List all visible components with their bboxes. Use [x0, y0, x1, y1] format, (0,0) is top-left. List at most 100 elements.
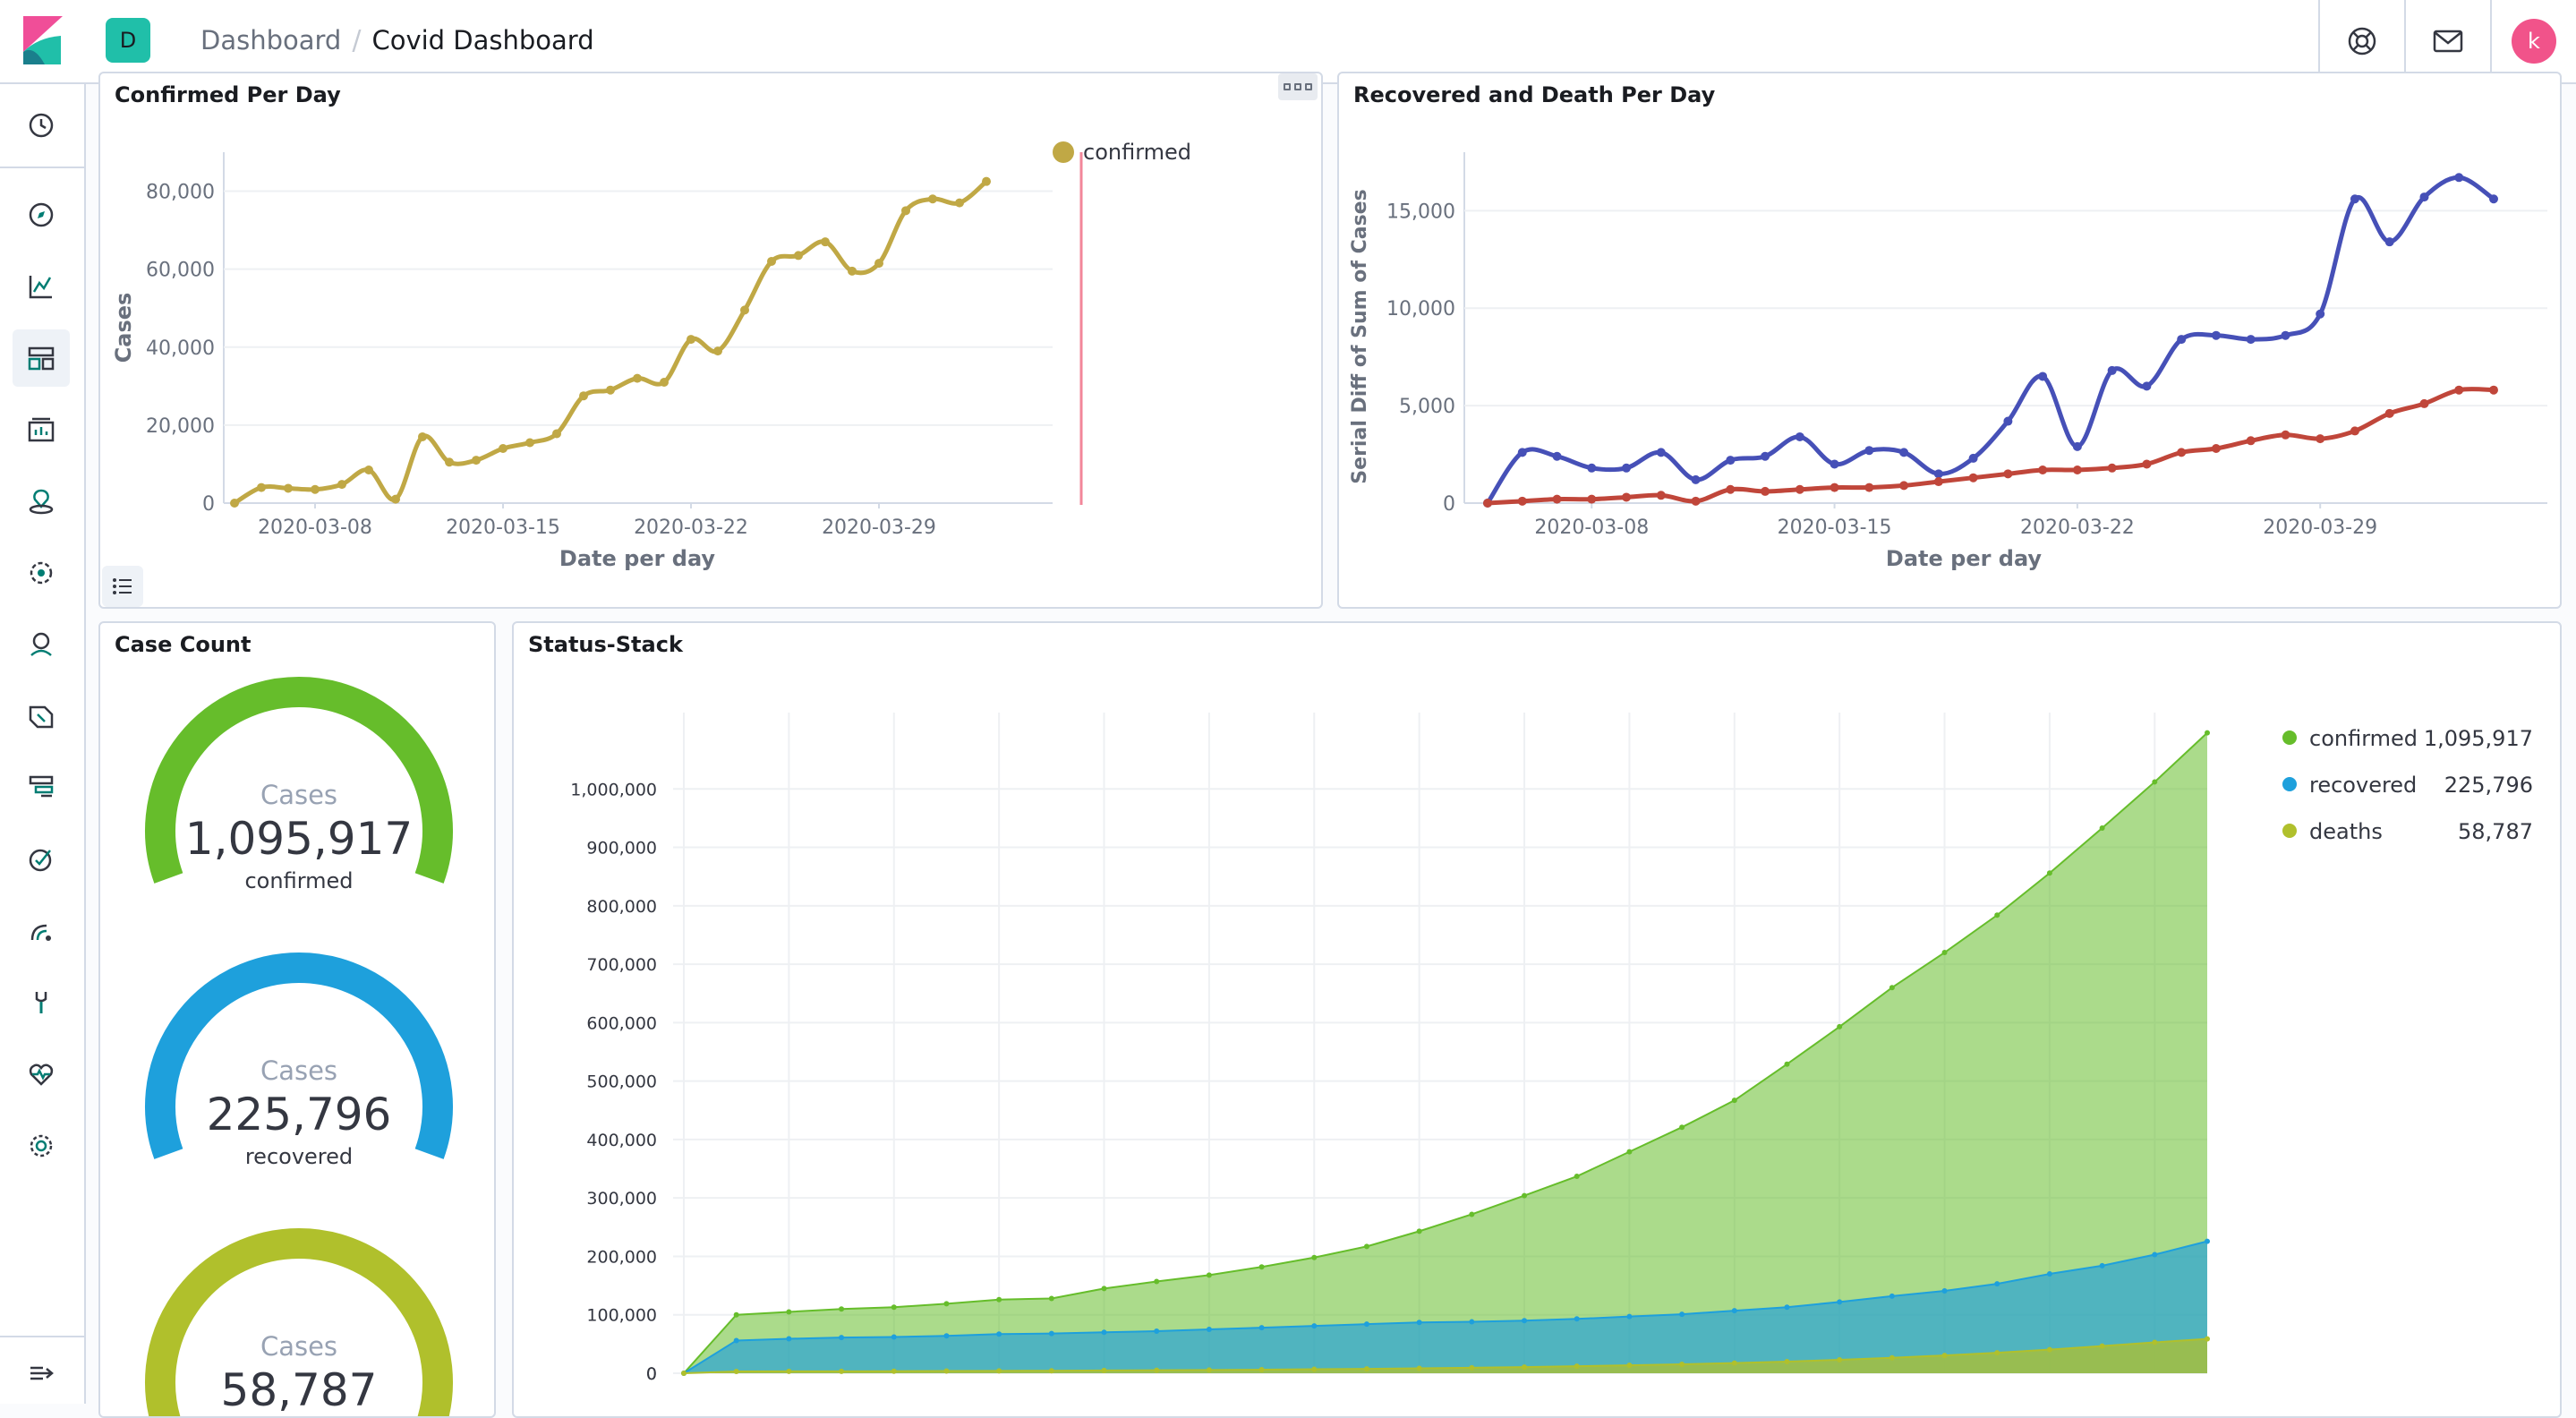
data-point — [1483, 499, 1492, 508]
y-tick-label: 0 — [646, 1364, 657, 1384]
visualize-chart-icon[interactable] — [13, 258, 70, 315]
data-point — [1679, 1311, 1685, 1318]
dev-tools-icon[interactable] — [13, 974, 70, 1031]
gauge-chart: Cases1,095,917confirmedCases225,796recov… — [145, 677, 453, 1416]
panel-options-button[interactable] — [1278, 73, 1318, 100]
data-point — [1761, 486, 1770, 496]
data-point — [284, 483, 293, 493]
space-avatar[interactable]: D — [106, 18, 150, 63]
uptime-icon[interactable] — [13, 831, 70, 888]
y-axis-title: Serial Diff of Sum of Cases — [1349, 189, 1371, 483]
y-tick-label: 600,000 — [586, 1013, 657, 1033]
data-point — [337, 480, 346, 490]
data-point — [1837, 1023, 1843, 1029]
dashboard-icon[interactable] — [13, 329, 70, 387]
legend-value: 58,787 — [2458, 819, 2533, 844]
data-point — [1784, 1358, 1790, 1364]
data-point — [1761, 451, 1770, 461]
management-gear-icon[interactable] — [13, 1117, 70, 1175]
gauge-label: Cases — [260, 1055, 337, 1086]
logs-icon[interactable] — [13, 688, 70, 745]
series-line-0 — [1485, 175, 2495, 505]
data-point — [996, 1368, 1002, 1374]
data-point — [1726, 456, 1736, 466]
data-point — [955, 198, 964, 208]
y-tick-label: 700,000 — [586, 955, 657, 975]
data-point — [2350, 426, 2359, 436]
data-point — [1656, 448, 1666, 457]
newsfeed-button[interactable] — [2404, 0, 2490, 82]
data-point — [1626, 1313, 1633, 1320]
data-point — [891, 1334, 897, 1340]
data-point — [2099, 825, 2105, 832]
data-point — [1416, 1365, 1422, 1371]
data-point — [2316, 309, 2325, 319]
y-tick-label: 500,000 — [586, 1072, 657, 1092]
gauge-value: 58,787 — [221, 1364, 378, 1416]
area-chart-status-stack: 0 100,000 200,000 300,000 400,000 500,000 600,… — [570, 713, 2533, 1384]
x-axis-title: Date per day — [1886, 546, 2043, 571]
panel-title: Case Count — [115, 632, 252, 657]
y-tick-label: 100,000 — [586, 1306, 657, 1326]
data-point — [2281, 430, 2290, 440]
kibana-logo-icon[interactable] — [18, 13, 68, 68]
data-point — [2384, 408, 2394, 418]
data-point — [472, 456, 481, 466]
machine-learning-icon[interactable] — [13, 544, 70, 602]
maps-icon[interactable] — [13, 473, 70, 530]
dock-navigation-icon[interactable] — [13, 1345, 70, 1402]
data-point — [2419, 398, 2429, 408]
data-point — [1363, 1321, 1369, 1328]
data-point — [1622, 492, 1632, 502]
data-point — [1416, 1228, 1422, 1234]
data-point — [1830, 459, 1839, 469]
data-point — [606, 385, 615, 395]
data-point — [1899, 448, 1909, 457]
canvas-icon[interactable] — [13, 401, 70, 458]
data-point — [1522, 1364, 1528, 1371]
data-point — [1784, 1304, 1790, 1311]
data-point — [1889, 1354, 1895, 1361]
gauge-arc — [145, 1228, 453, 1416]
data-point — [2211, 444, 2221, 454]
breadcrumb-current-page: Covid Dashboard — [371, 25, 594, 56]
help-button[interactable] — [2318, 0, 2404, 82]
panel-case-count: Case Count Cases 1,095,917 confirmed Cases 2… — [98, 621, 496, 1418]
legend-swatch — [1053, 141, 1074, 163]
newsfeed-mail-icon — [2433, 30, 2463, 53]
data-point — [1574, 1174, 1580, 1180]
data-point — [418, 431, 427, 441]
data-point — [2046, 1346, 2052, 1353]
breadcrumb-dashboard-link[interactable]: Dashboard — [200, 25, 342, 56]
area-line-recovered — [683, 1240, 2208, 1374]
data-point — [1206, 1367, 1212, 1373]
data-point — [874, 259, 883, 269]
y-tick-label: 200,000 — [586, 1247, 657, 1267]
side-navigation — [0, 84, 86, 1404]
area-deaths — [684, 1338, 2207, 1373]
recently-viewed-clock-icon[interactable] — [13, 97, 70, 154]
gauge-arc — [145, 952, 453, 1159]
y-tick-label: 60,000 — [146, 260, 215, 282]
panel-title: Recovered and Death Per Day — [1353, 82, 1716, 107]
apm-icon[interactable] — [13, 759, 70, 816]
data-point — [1258, 1325, 1265, 1331]
x-axis-title: Date per day — [559, 546, 716, 571]
stack-monitoring-icon[interactable] — [13, 1046, 70, 1103]
gauge-value: 1,095,917 — [185, 813, 413, 865]
data-point — [2419, 192, 2429, 202]
data-point — [1522, 1192, 1528, 1199]
data-point — [1587, 494, 1597, 504]
panel-status-stack: Status-Stack 0 100,000 200,000 300,000 400,0… — [512, 621, 2562, 1418]
infrastructure-icon[interactable] — [13, 616, 70, 673]
data-point — [2072, 465, 2082, 474]
data-point — [943, 1368, 950, 1374]
legend-toggle-button[interactable] — [102, 566, 143, 607]
data-point — [1691, 496, 1701, 506]
data-point — [1258, 1367, 1265, 1373]
gauge-label: Cases — [260, 1331, 337, 1362]
discover-compass-icon[interactable] — [13, 186, 70, 243]
siem-icon[interactable] — [13, 902, 70, 960]
user-menu-button[interactable]: k — [2490, 0, 2576, 82]
data-point — [2046, 870, 2052, 876]
